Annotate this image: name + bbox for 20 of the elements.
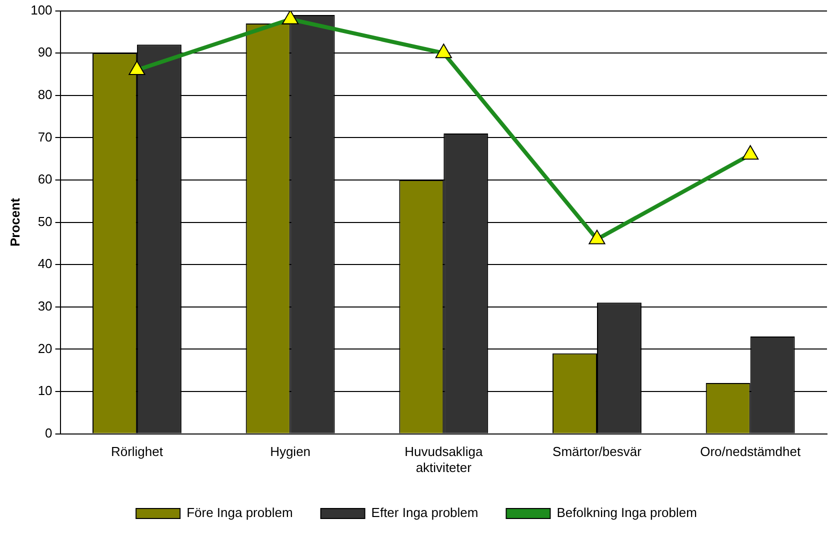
x-tick-label: Huvudsakliga aktiviteter: [404, 444, 484, 475]
y-tick-label: 40: [38, 256, 52, 272]
y-tick-label: 90: [38, 44, 52, 60]
legend-label: Efter Inga problem: [371, 505, 478, 520]
x-tick-label: Rörlighet: [110, 444, 164, 460]
y-tick-label: 60: [38, 172, 52, 187]
x-tick-label: Oro/nedstämdhet: [700, 444, 801, 460]
y-axis-title: Procent: [7, 197, 22, 247]
y-tick-label: 20: [38, 340, 52, 356]
y-tick-label: 30: [38, 298, 52, 314]
y-tick-label: 50: [38, 214, 52, 229]
legend-label: Befolkning Inga problem: [556, 505, 697, 520]
y-tick-label: 100: [30, 2, 52, 18]
y-tick-label: 80: [38, 86, 52, 102]
x-tick-label: Hygien: [270, 444, 311, 460]
y-tick-label: 10: [38, 383, 52, 398]
y-tick-label: 70: [38, 129, 52, 144]
y-tick-label: 0: [45, 425, 52, 440]
legend-label: Före Inga problem: [186, 505, 293, 520]
x-tick-label: Smärtor/besvär: [552, 444, 642, 460]
